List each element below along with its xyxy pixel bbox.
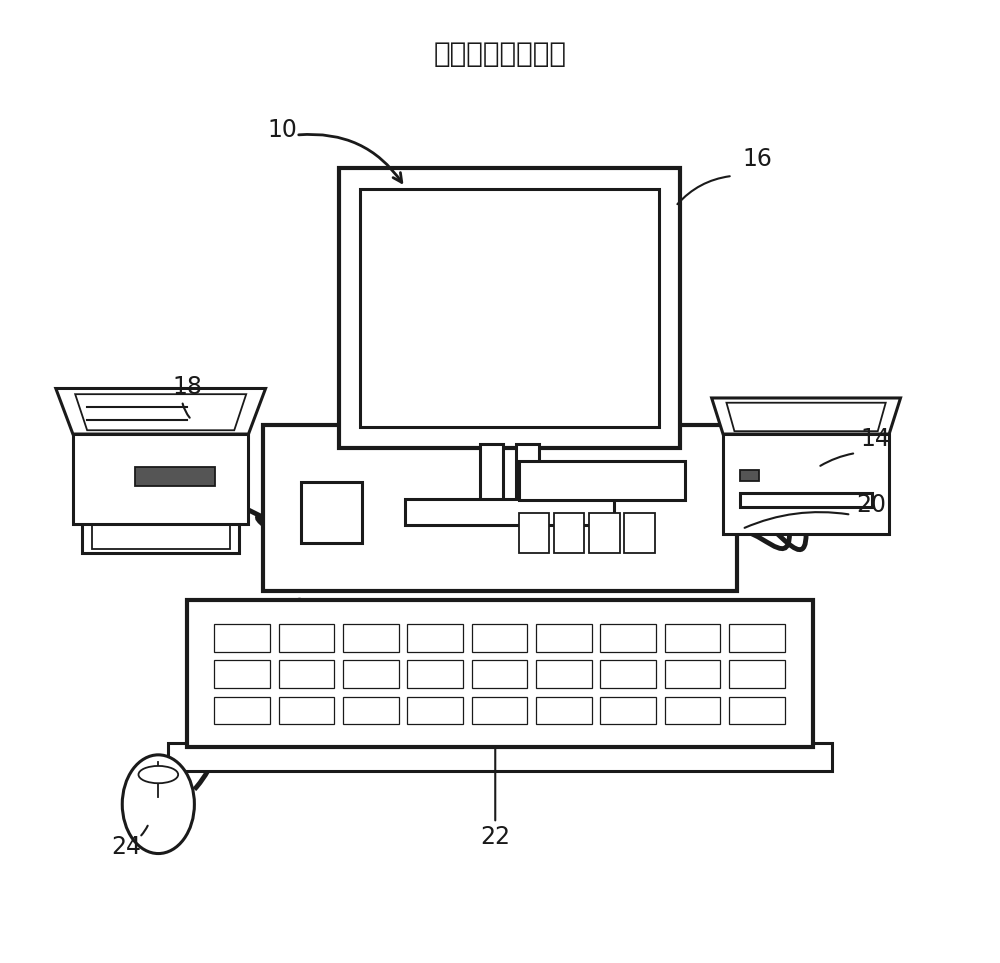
Bar [168, 742, 832, 771]
Polygon shape [56, 388, 266, 434]
Bar [405, 499, 614, 525]
Bar [480, 444, 503, 504]
Bar [279, 624, 334, 652]
Bar [729, 696, 785, 724]
Bar [343, 696, 399, 724]
Bar [339, 169, 680, 449]
Text: 22: 22 [480, 825, 510, 849]
Bar [600, 696, 656, 724]
Bar [472, 624, 527, 652]
Bar [665, 624, 720, 652]
Bar [135, 467, 215, 486]
Bar [589, 513, 620, 553]
Bar [214, 624, 270, 652]
Bar [279, 661, 334, 689]
Bar [92, 522, 230, 549]
Bar [343, 661, 399, 689]
Bar [472, 696, 527, 724]
Bar [665, 661, 720, 689]
Polygon shape [726, 403, 886, 431]
Bar [377, 373, 623, 425]
Bar [516, 444, 539, 504]
Bar [729, 624, 785, 652]
Text: 16: 16 [742, 146, 772, 170]
Bar [73, 434, 248, 524]
Bar [82, 516, 239, 553]
Bar [729, 661, 785, 689]
Text: 10: 10 [267, 118, 297, 143]
Bar [279, 696, 334, 724]
Bar [723, 434, 889, 534]
Bar [740, 470, 759, 482]
Bar [740, 493, 872, 508]
Bar [536, 661, 592, 689]
Bar [624, 513, 655, 553]
Ellipse shape [138, 766, 178, 783]
Text: 24: 24 [111, 835, 141, 859]
Bar [600, 624, 656, 652]
Bar [536, 696, 592, 724]
Bar [600, 661, 656, 689]
Text: 20: 20 [856, 493, 886, 517]
Bar [360, 189, 659, 428]
Bar [407, 661, 463, 689]
Bar [536, 624, 592, 652]
Bar [554, 513, 584, 553]
Bar [343, 624, 399, 652]
Bar [519, 513, 549, 553]
Bar [407, 696, 463, 724]
Bar [301, 482, 362, 543]
Polygon shape [75, 394, 246, 430]
Text: 辐射剂量测定方法: 辐射剂量测定方法 [434, 40, 566, 68]
Bar [187, 600, 813, 747]
Bar [263, 425, 737, 590]
Bar [665, 696, 720, 724]
Bar [472, 661, 527, 689]
Polygon shape [712, 398, 901, 434]
Text: 14: 14 [861, 427, 891, 451]
Bar [519, 460, 685, 501]
Text: 18: 18 [173, 375, 203, 399]
Bar [214, 661, 270, 689]
Bar [214, 696, 270, 724]
Ellipse shape [122, 755, 194, 853]
Bar [407, 624, 463, 652]
